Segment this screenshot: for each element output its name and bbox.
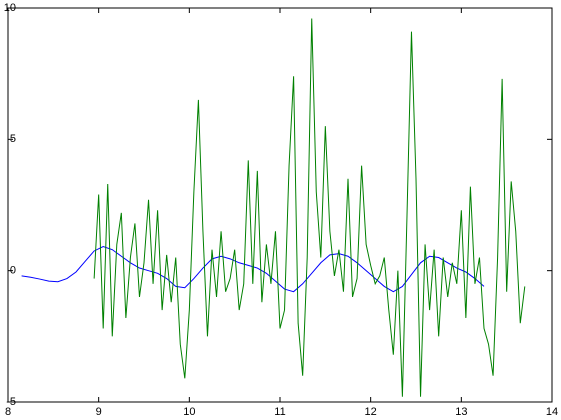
x-tick-label: 10 [183,406,195,418]
x-tick-label: 12 [365,406,377,418]
line-series [93,18,526,397]
x-tick-label: 9 [96,406,102,418]
y-tick-label: 5 [10,133,16,145]
x-tick-label: 14 [546,406,558,418]
line-series [21,245,485,293]
y-tick-label: 0 [10,265,16,277]
axes-box [7,7,553,403]
x-tick-label: 8 [5,406,11,418]
y-tick-label: 10 [4,2,16,14]
x-tick-label: 13 [455,406,467,418]
y-tick-label: -5 [6,396,16,408]
x-tick-label: 11 [274,406,285,418]
